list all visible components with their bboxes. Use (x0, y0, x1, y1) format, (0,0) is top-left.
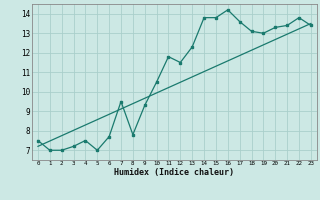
X-axis label: Humidex (Indice chaleur): Humidex (Indice chaleur) (115, 168, 234, 177)
